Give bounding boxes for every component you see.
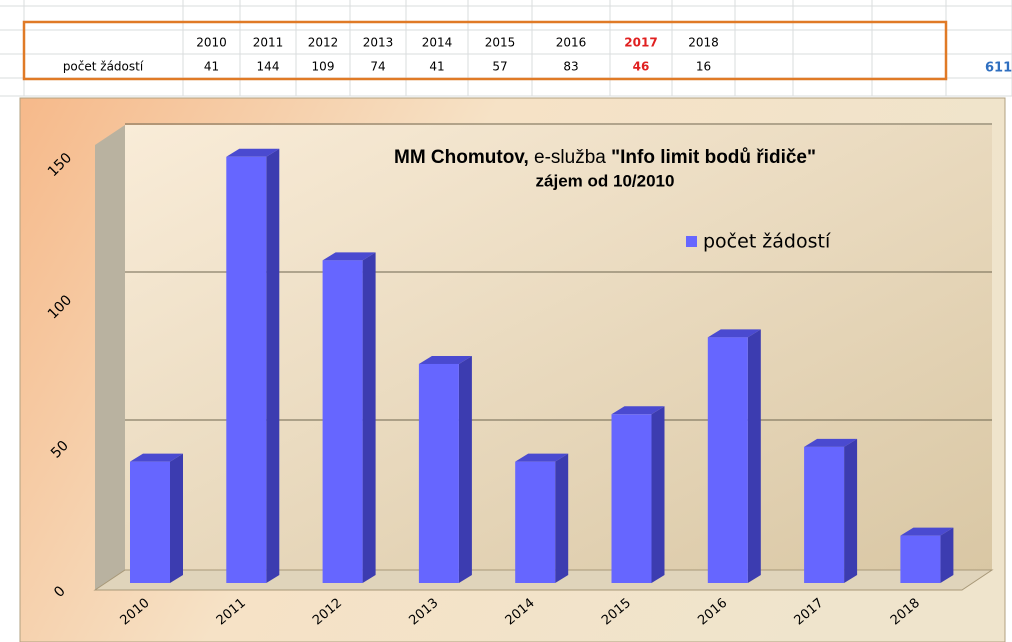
legend-swatch: [686, 236, 697, 247]
bar-side: [458, 355, 472, 583]
year-cell: 2012: [308, 36, 339, 50]
bar-front: [322, 260, 363, 583]
year-cell: 2015: [485, 36, 516, 50]
bar-side: [651, 406, 665, 583]
bar-side: [170, 453, 183, 583]
side-wall: [95, 125, 125, 590]
bar-top: [226, 148, 280, 157]
bar-side: [844, 438, 858, 583]
bar: [707, 329, 761, 583]
bar: [515, 453, 569, 583]
bar-side: [747, 329, 761, 583]
value-cell: 57: [492, 60, 507, 74]
title-part: e-služba: [534, 147, 606, 168]
value-cell: 83: [563, 60, 578, 74]
legend-label: počet žádostí: [703, 231, 831, 253]
value-cell: 144: [257, 60, 280, 74]
bar: [804, 438, 858, 583]
value-cell: 46: [633, 60, 650, 74]
bar-front: [900, 535, 941, 583]
row-label: počet žádostí: [63, 60, 144, 74]
year-cell: 2011: [253, 36, 284, 50]
bar-top: [322, 252, 376, 261]
value-cell: 74: [370, 60, 385, 74]
bar: [611, 406, 665, 583]
bar: [226, 148, 280, 583]
bar-front: [707, 337, 748, 583]
total-cell: 611: [985, 61, 1012, 76]
bar-top: [707, 329, 761, 338]
value-cell: 16: [696, 60, 711, 74]
value-cell: 41: [429, 60, 444, 74]
bar-front: [611, 414, 652, 583]
bar: [418, 355, 472, 583]
value-cell: 41: [204, 60, 219, 74]
value-cell: 109: [312, 60, 335, 74]
bar-front: [130, 461, 170, 583]
bar-side: [940, 527, 954, 583]
year-cell: 2017: [624, 36, 657, 50]
bar-top: [611, 406, 665, 415]
year-cell: 2018: [688, 36, 719, 50]
bar-front: [418, 363, 459, 583]
chart-subtitle: zájem od 10/2010: [536, 171, 675, 190]
bar-top: [418, 355, 472, 364]
bar-side: [555, 453, 569, 583]
bar-side: [362, 252, 376, 584]
bar-front: [515, 461, 556, 583]
bar-top: [130, 453, 183, 462]
year-cell: 2010: [196, 36, 227, 50]
chart-title: MM Chomutov, e-služba "Info limit bodů ř…: [394, 147, 816, 168]
bar: [130, 453, 183, 583]
bar-side: [266, 148, 280, 583]
title-part: "Info limit bodů řidiče": [611, 147, 816, 168]
year-cell: 2016: [556, 36, 587, 50]
year-cell: 2014: [422, 36, 453, 50]
bar-front: [804, 446, 845, 583]
bar-front: [226, 156, 267, 583]
bar-top: [900, 527, 954, 536]
title-part: MM Chomutov,: [394, 147, 529, 168]
bar-top: [515, 453, 569, 462]
bar: [900, 527, 954, 583]
year-cell: 2013: [363, 36, 394, 50]
bar-top: [804, 438, 858, 447]
bar: [322, 252, 376, 584]
table-highlight: [22, 20, 948, 81]
